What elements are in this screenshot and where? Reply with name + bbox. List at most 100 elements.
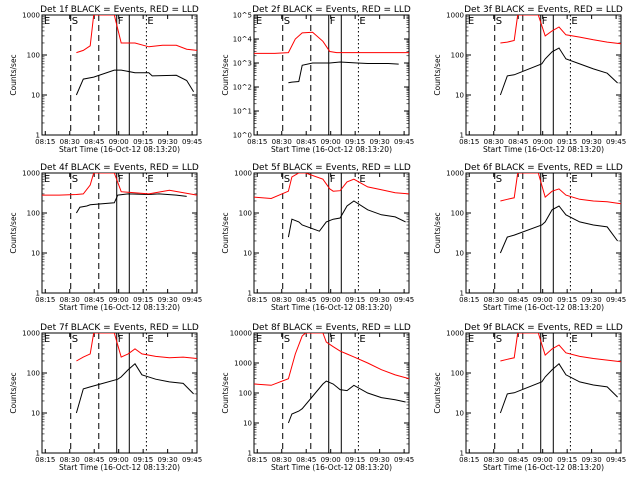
x-tick-label: 09:30 xyxy=(158,456,178,464)
x-tick-label: 09:45 xyxy=(394,138,414,146)
marker-label: S xyxy=(496,174,502,185)
x-tick-label: 09:15 xyxy=(133,456,153,464)
marker-label: E xyxy=(44,16,50,27)
x-tick-label: 08:45 xyxy=(508,456,528,464)
y-tick-label: 10 xyxy=(455,92,464,100)
marker-label: E xyxy=(256,16,262,27)
x-tick-label: 09:30 xyxy=(582,296,602,304)
marker-label: S xyxy=(284,174,290,185)
panel-title: Det 7f BLACK = Events, RED = LLD xyxy=(40,323,199,333)
x-axis-label: Start Time (16-Oct-12 08:13:20) xyxy=(59,463,180,472)
panel-title: Det 5f BLACK = Events, RED = LLD xyxy=(252,163,411,173)
marker-label: E xyxy=(571,16,577,27)
x-tick-label: 09:00 xyxy=(533,456,553,464)
x-tick-label: 09:00 xyxy=(321,138,341,146)
x-tick-label: 08:45 xyxy=(296,296,316,304)
marker-label: F xyxy=(330,16,336,27)
marker-label: S xyxy=(284,334,290,345)
x-axis-label: Start Time (16-Oct-12 08:13:20) xyxy=(271,145,392,154)
x-tick-label: 09:00 xyxy=(109,456,129,464)
y-tick-label: 100 xyxy=(27,370,40,378)
marker-label: E xyxy=(359,334,365,345)
y-tick-label: 10^5 xyxy=(233,12,252,20)
events-series-line xyxy=(287,380,406,424)
marker-label: F xyxy=(118,174,124,185)
x-tick-label: 08:30 xyxy=(60,456,80,464)
lld-series-line xyxy=(76,333,197,362)
marker-label: S xyxy=(496,16,502,27)
marker-label: E xyxy=(147,334,153,345)
y-axis-label: Counts/sec xyxy=(433,372,442,413)
x-tick-label: 09:45 xyxy=(394,456,414,464)
y-axis-label: Counts/sec xyxy=(9,212,18,253)
x-tick-label: 08:30 xyxy=(484,456,504,464)
x-axis-label: Start Time (16-Oct-12 08:13:20) xyxy=(271,463,392,472)
x-tick-label: 09:15 xyxy=(133,296,153,304)
y-tick-label: 10 xyxy=(243,420,252,428)
x-tick-label: 08:15 xyxy=(247,456,267,464)
y-tick-label: 10^3 xyxy=(233,60,252,68)
x-tick-label: 08:30 xyxy=(272,296,292,304)
lld-series-line xyxy=(254,173,409,200)
events-series-line xyxy=(499,205,619,254)
x-tick-label: 08:45 xyxy=(508,296,528,304)
y-tick-label: 1 xyxy=(248,450,252,458)
events-series-line xyxy=(287,200,406,238)
y-tick-label: 100 xyxy=(451,370,464,378)
x-tick-label: 08:30 xyxy=(272,138,292,146)
x-tick-label: 09:15 xyxy=(345,138,365,146)
events-series-line xyxy=(75,363,194,414)
x-axis-label: Start Time (16-Oct-12 08:13:20) xyxy=(483,145,604,154)
x-tick-label: 09:00 xyxy=(321,296,341,304)
y-tick-label: 1000 xyxy=(446,330,464,338)
y-tick-label: 10 xyxy=(243,250,252,258)
panel-title: Det 8f BLACK = Events, RED = LLD xyxy=(252,323,411,333)
marker-label: E xyxy=(571,334,577,345)
marker-label: F xyxy=(118,16,124,27)
panel-6: Det 6f BLACK = Events, RED = LLD 1 10 100 10… xyxy=(433,163,626,312)
y-tick-label: 10 xyxy=(31,250,40,258)
y-axis-label: Counts/sec xyxy=(433,54,442,95)
y-tick-label: 10 xyxy=(455,410,464,418)
marker-label: S xyxy=(72,16,78,27)
y-axis-label: Counts/sec xyxy=(433,212,442,253)
lld-series-line xyxy=(500,173,621,205)
events-series-line xyxy=(499,363,618,414)
panel-4: Det 4f BLACK = Events, RED = LLD 1 10 100 10… xyxy=(9,163,202,312)
marker-label: E xyxy=(147,16,153,27)
plot-frame xyxy=(41,172,198,294)
y-axis-label: Counts/sec xyxy=(9,372,18,413)
marker-label: E xyxy=(468,16,474,27)
plot-frame xyxy=(465,332,622,454)
marker-label: S xyxy=(72,174,78,185)
y-tick-label: 1000 xyxy=(234,170,252,178)
plot-frame xyxy=(465,14,622,136)
x-tick-label: 08:15 xyxy=(247,296,267,304)
x-tick-label: 08:45 xyxy=(84,456,104,464)
plot-frame xyxy=(41,14,198,136)
y-tick-label: 1000 xyxy=(446,170,464,178)
x-tick-label: 08:45 xyxy=(508,138,528,146)
events-series-line xyxy=(75,193,187,214)
y-tick-label: 10 xyxy=(31,410,40,418)
x-tick-label: 09:00 xyxy=(109,138,129,146)
x-tick-label: 09:15 xyxy=(345,456,365,464)
y-tick-label: 1 xyxy=(36,132,40,140)
lld-series-line xyxy=(254,31,409,54)
y-tick-label: 100 xyxy=(239,390,252,398)
y-axis-label: Counts/sec xyxy=(221,54,230,95)
x-tick-label: 08:30 xyxy=(60,138,80,146)
events-series-line xyxy=(288,61,399,84)
x-tick-label: 08:45 xyxy=(84,138,104,146)
y-axis-label: Counts/sec xyxy=(9,54,18,95)
panel-8: Det 8f BLACK = Events, RED = LLD 1 10 100 10… xyxy=(221,323,414,472)
x-tick-label: 08:30 xyxy=(484,138,504,146)
marker-label: F xyxy=(330,174,336,185)
x-tick-label: 08:45 xyxy=(296,456,316,464)
panel-5: Det 5f BLACK = Events, RED = LLD 1 10 100 10… xyxy=(221,163,414,312)
x-tick-label: 09:00 xyxy=(533,296,553,304)
marker-label: F xyxy=(542,334,548,345)
x-tick-label: 09:45 xyxy=(606,456,626,464)
x-tick-label: 09:30 xyxy=(370,456,390,464)
